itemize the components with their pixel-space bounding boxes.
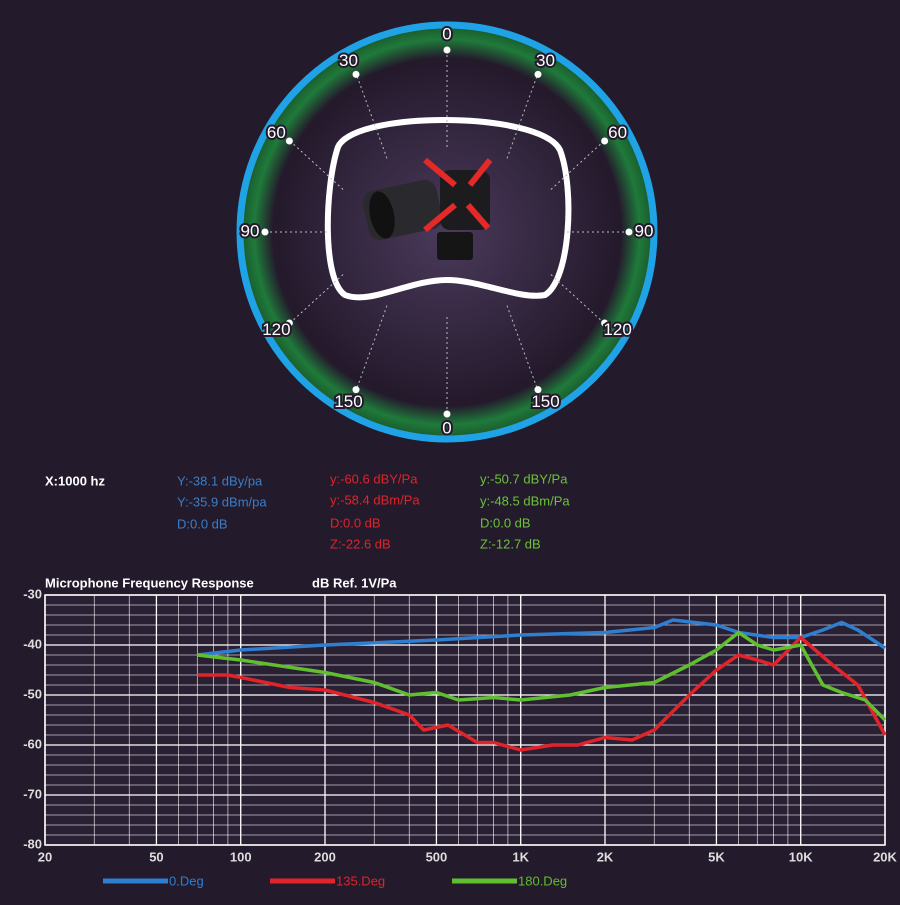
angle-dot (285, 137, 293, 145)
x-tick-label: 2K (597, 849, 614, 864)
angle-label: 120 (262, 320, 290, 339)
x-tick-label: 500 (426, 849, 448, 864)
angle-label: 150 (531, 392, 559, 411)
angle-label: 30 (339, 51, 358, 70)
x-tick-label: 10K (789, 849, 813, 864)
series-line (197, 630, 887, 722)
mount-bands (423, 157, 493, 233)
y-tick-label: -60 (23, 736, 42, 751)
y-axis-label: dB Ref. 1V/Pa (312, 575, 397, 590)
angle-label: 120 (603, 320, 631, 339)
angle-label: 150 (334, 392, 362, 411)
chart-title: Microphone Frequency Response (45, 575, 254, 590)
angle-label: 0 (442, 418, 451, 437)
y-tick-label: -30 (23, 586, 42, 601)
angle-dot (352, 386, 360, 394)
x-tick-label: 200 (314, 849, 336, 864)
spoke (550, 141, 604, 190)
x-tick-label: 20 (38, 849, 52, 864)
readout-blue: D:0.0 dB (177, 516, 228, 531)
angle-dot (261, 228, 269, 236)
y-tick-label: -80 (23, 836, 42, 851)
plot-area (44, 594, 886, 846)
readout-red: Z:-22.6 dB (330, 536, 391, 551)
angle-dot (534, 386, 542, 394)
angle-label: 30 (536, 51, 555, 70)
x-tick-label: 5K (708, 849, 725, 864)
readout-blue: Y:-38.1 dBy/pa (177, 473, 263, 488)
angle-dot (352, 70, 360, 78)
angle-dot (534, 70, 542, 78)
series-line (197, 618, 886, 657)
angle-dot (601, 137, 609, 145)
readout-red: D:0.0 dB (330, 515, 381, 530)
angle-dot (285, 319, 293, 327)
angle-label: 90 (635, 221, 654, 240)
legend-label: 0.Deg (169, 873, 204, 888)
spoke (290, 274, 344, 323)
readout-green: y:-50.7 dBY/Pa (480, 471, 568, 486)
microphone (362, 157, 493, 260)
mic-foot (437, 232, 473, 260)
spoke (290, 141, 344, 190)
readout-red: y:-60.6 dBY/Pa (330, 471, 418, 486)
polar-diagram: 0 30 60 90 120 150 0 150 120 90 60 30 (236, 21, 658, 443)
x-tick-label: 50 (149, 849, 163, 864)
x-tick-label: 100 (230, 849, 252, 864)
mic-grille (369, 191, 395, 239)
angle-dot (625, 228, 633, 236)
readout-blue: Y:-35.9 dBm/pa (177, 494, 267, 509)
readout-green: Z:-12.7 dB (480, 536, 541, 551)
angle-label: 90 (241, 221, 260, 240)
angle-label: 0 (442, 24, 451, 43)
readout: X:1000 hz Y:-38.1 dBy/pa Y:-35.9 dBm/pa … (45, 471, 570, 551)
readout-green: D:0.0 dB (480, 515, 531, 530)
readout-x: X:1000 hz (45, 473, 105, 488)
angle-label: 60 (608, 123, 627, 142)
angle-label: 60 (267, 123, 286, 142)
angle-dot (443, 46, 451, 54)
legend-label: 135.Deg (336, 873, 385, 888)
series-line (197, 635, 887, 752)
outer-ring (236, 21, 658, 443)
y-tick-label: -40 (23, 636, 42, 651)
pickup-pattern (324, 117, 572, 301)
x-tick-label: 20K (873, 849, 897, 864)
angle-dot (443, 410, 451, 418)
spoke (550, 274, 604, 323)
y-tick-label: -50 (23, 686, 42, 701)
y-tick-label: -70 (23, 786, 42, 801)
readout-red: y:-58.4 dBm/Pa (330, 492, 420, 507)
legend-label: 180.Deg (518, 873, 567, 888)
readout-green: y:-48.5 dBm/Pa (480, 493, 570, 508)
x-tick-label: 1K (512, 849, 529, 864)
angle-dot (601, 319, 609, 327)
